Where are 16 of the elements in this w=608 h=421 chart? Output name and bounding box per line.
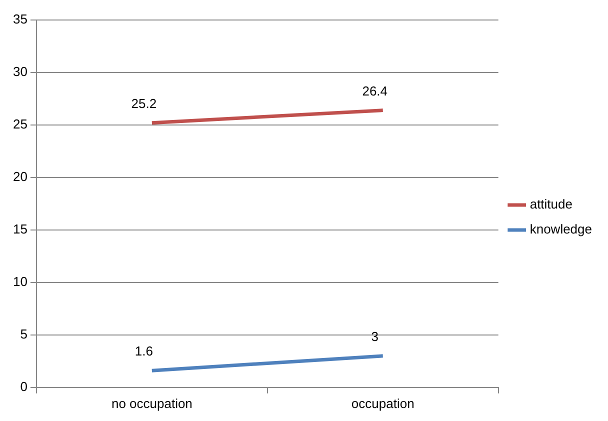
y-tick-label: 25: [12, 116, 28, 132]
y-tick-label: 0: [20, 378, 28, 394]
y-tick-label: 30: [12, 64, 28, 80]
y-tick-label: 5: [20, 326, 28, 342]
x-tick-label: occupation: [351, 396, 414, 411]
legend-label: knowledge: [530, 222, 592, 237]
data-label: 1.6: [134, 344, 153, 359]
data-label: 25.2: [131, 96, 157, 111]
y-tick-label: 20: [12, 169, 28, 184]
data-label: 3: [371, 328, 378, 344]
y-tick-label: 15: [12, 222, 28, 237]
legend-label: attitude: [530, 196, 572, 212]
y-tick-label: 35: [12, 12, 28, 27]
data-label: 26.4: [362, 83, 388, 98]
y-tick-label: 10: [12, 274, 28, 290]
x-tick-label: no occupation: [111, 396, 192, 411]
